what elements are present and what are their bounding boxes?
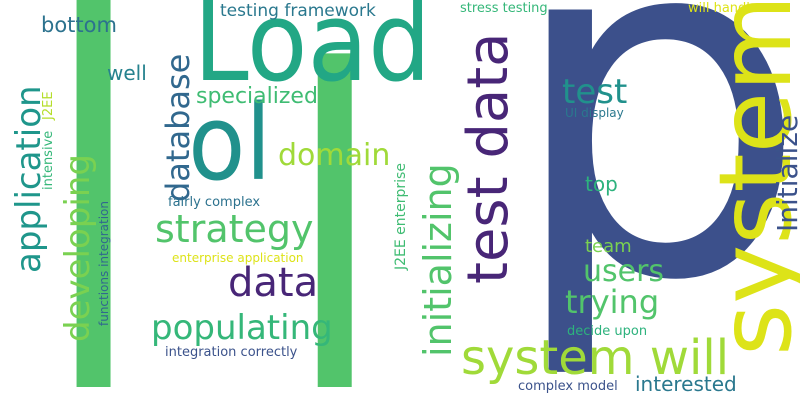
word-test: test [562,72,627,112]
word-top: top [585,172,618,196]
word-application: application [9,85,49,273]
word-users: users [583,254,664,289]
word-team: team [585,236,632,257]
word-data: data [228,260,318,306]
word-j2ee-enterprise: J2EE enterprise [393,163,409,271]
word-testing-framework: testing framework [220,1,376,21]
word-functions-integration: functions integration [97,201,111,326]
word-domain: domain [278,138,390,173]
word-test-data: test data [456,33,521,284]
word-will-handle: will handle [688,1,758,16]
word-j2ee: J2EE [41,91,56,121]
word-ui-display: UI display [565,106,624,120]
word-system-will: system will [461,330,729,386]
word-strategy: strategy [155,207,314,251]
word-stress-testing: stress testing [460,1,548,16]
word-li-l: l [41,0,146,400]
word-p: p [505,0,800,386]
word-trying: trying [565,283,659,321]
word-load: Load [194,0,431,106]
word-fairly-complex: fairly complex [168,195,260,210]
word-initialize: Initialize [771,115,800,232]
word-specialized: specialized [196,84,318,109]
word-decide-upon: decide upon [567,324,647,339]
word-enterprise-application: enterprise application [172,251,304,265]
word-populating: populating [151,308,333,348]
word-interested: interested [635,372,737,396]
word-li-i: i [282,0,387,400]
word-intensive: intensive [41,131,56,190]
word-initializing: initializing [416,163,460,357]
word-developing: developing [58,154,98,342]
word-bottom: bottom [41,13,117,37]
word-database: database [159,54,197,202]
word-ol: ol [188,83,271,204]
word-well: well [107,61,147,85]
word-system: system [697,0,800,356]
word-integration-correctly: integration correctly [165,345,298,360]
word-complex-model: complex model [518,379,618,394]
